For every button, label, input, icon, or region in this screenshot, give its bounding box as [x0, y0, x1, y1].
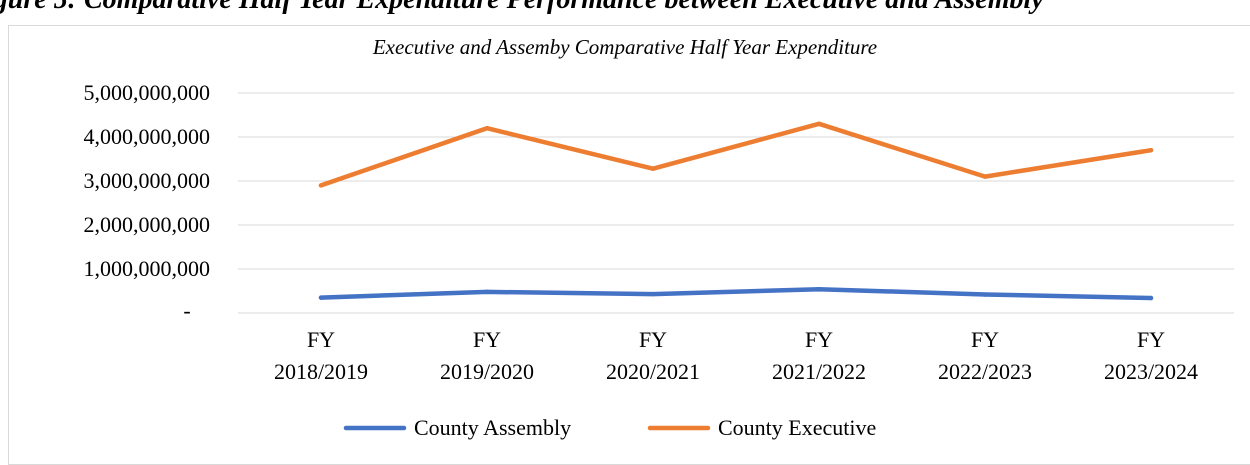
y-tick-label: 5,000,000,000: [84, 80, 211, 105]
data-point-county-assembly: [816, 287, 822, 292]
data-point-county-assembly: [982, 292, 988, 297]
data-point-county-executive: [484, 126, 490, 131]
series-line-county-executive: [318, 121, 1154, 188]
x-tick-label: FY 2022/2023: [938, 327, 1032, 384]
x-tick-label: FY 2018/2019: [274, 327, 368, 384]
data-point-county-assembly: [650, 291, 656, 297]
data-point-county-executive: [318, 183, 324, 188]
y-tick-label: 3,000,000,000: [84, 168, 211, 193]
data-point-county-executive: [1148, 148, 1154, 153]
legend-label-county-executive: County Executive: [718, 415, 876, 440]
legend: County Assembly County Executive: [343, 415, 876, 440]
data-point-county-executive: [650, 166, 656, 171]
figure-caption: igure 5: Comparative Half Year Expenditu…: [0, 0, 1044, 14]
series-line-county-assembly: [318, 286, 1154, 301]
data-point-county-assembly: [484, 289, 490, 295]
data-point-county-executive: [816, 121, 822, 127]
y-tick-label: 2,000,000,000: [84, 212, 211, 237]
chart-title: Executive and Assemby Comparative Half Y…: [372, 35, 878, 59]
data-point-county-assembly: [1148, 295, 1154, 301]
x-tick-label: FY 2021/2022: [772, 327, 866, 384]
data-point-county-assembly: [318, 295, 324, 300]
legend-label-county-assembly: County Assembly: [414, 415, 571, 440]
x-tick-label: FY 2023/2024: [1104, 327, 1198, 384]
y-tick-label: 1,000,000,000: [84, 256, 211, 281]
gridlines: [238, 92, 1234, 314]
y-axis-tick-labels: - 1,000,000,000 2,000,000,000 3,000,000,000…: [84, 80, 211, 323]
x-tick-label: FY 2020/2021: [606, 327, 700, 384]
x-axis-tick-labels: FY 2018/2019 FY 2019/2020 FY 2020/2021 FY 2021/…: [274, 327, 1198, 384]
y-tick-label: 4,000,000,000: [84, 124, 211, 149]
data-point-county-executive: [982, 174, 988, 179]
y-tick-label: -: [183, 298, 190, 323]
x-tick-label: FY 2019/2020: [440, 327, 534, 384]
series-lines: [318, 121, 1154, 301]
